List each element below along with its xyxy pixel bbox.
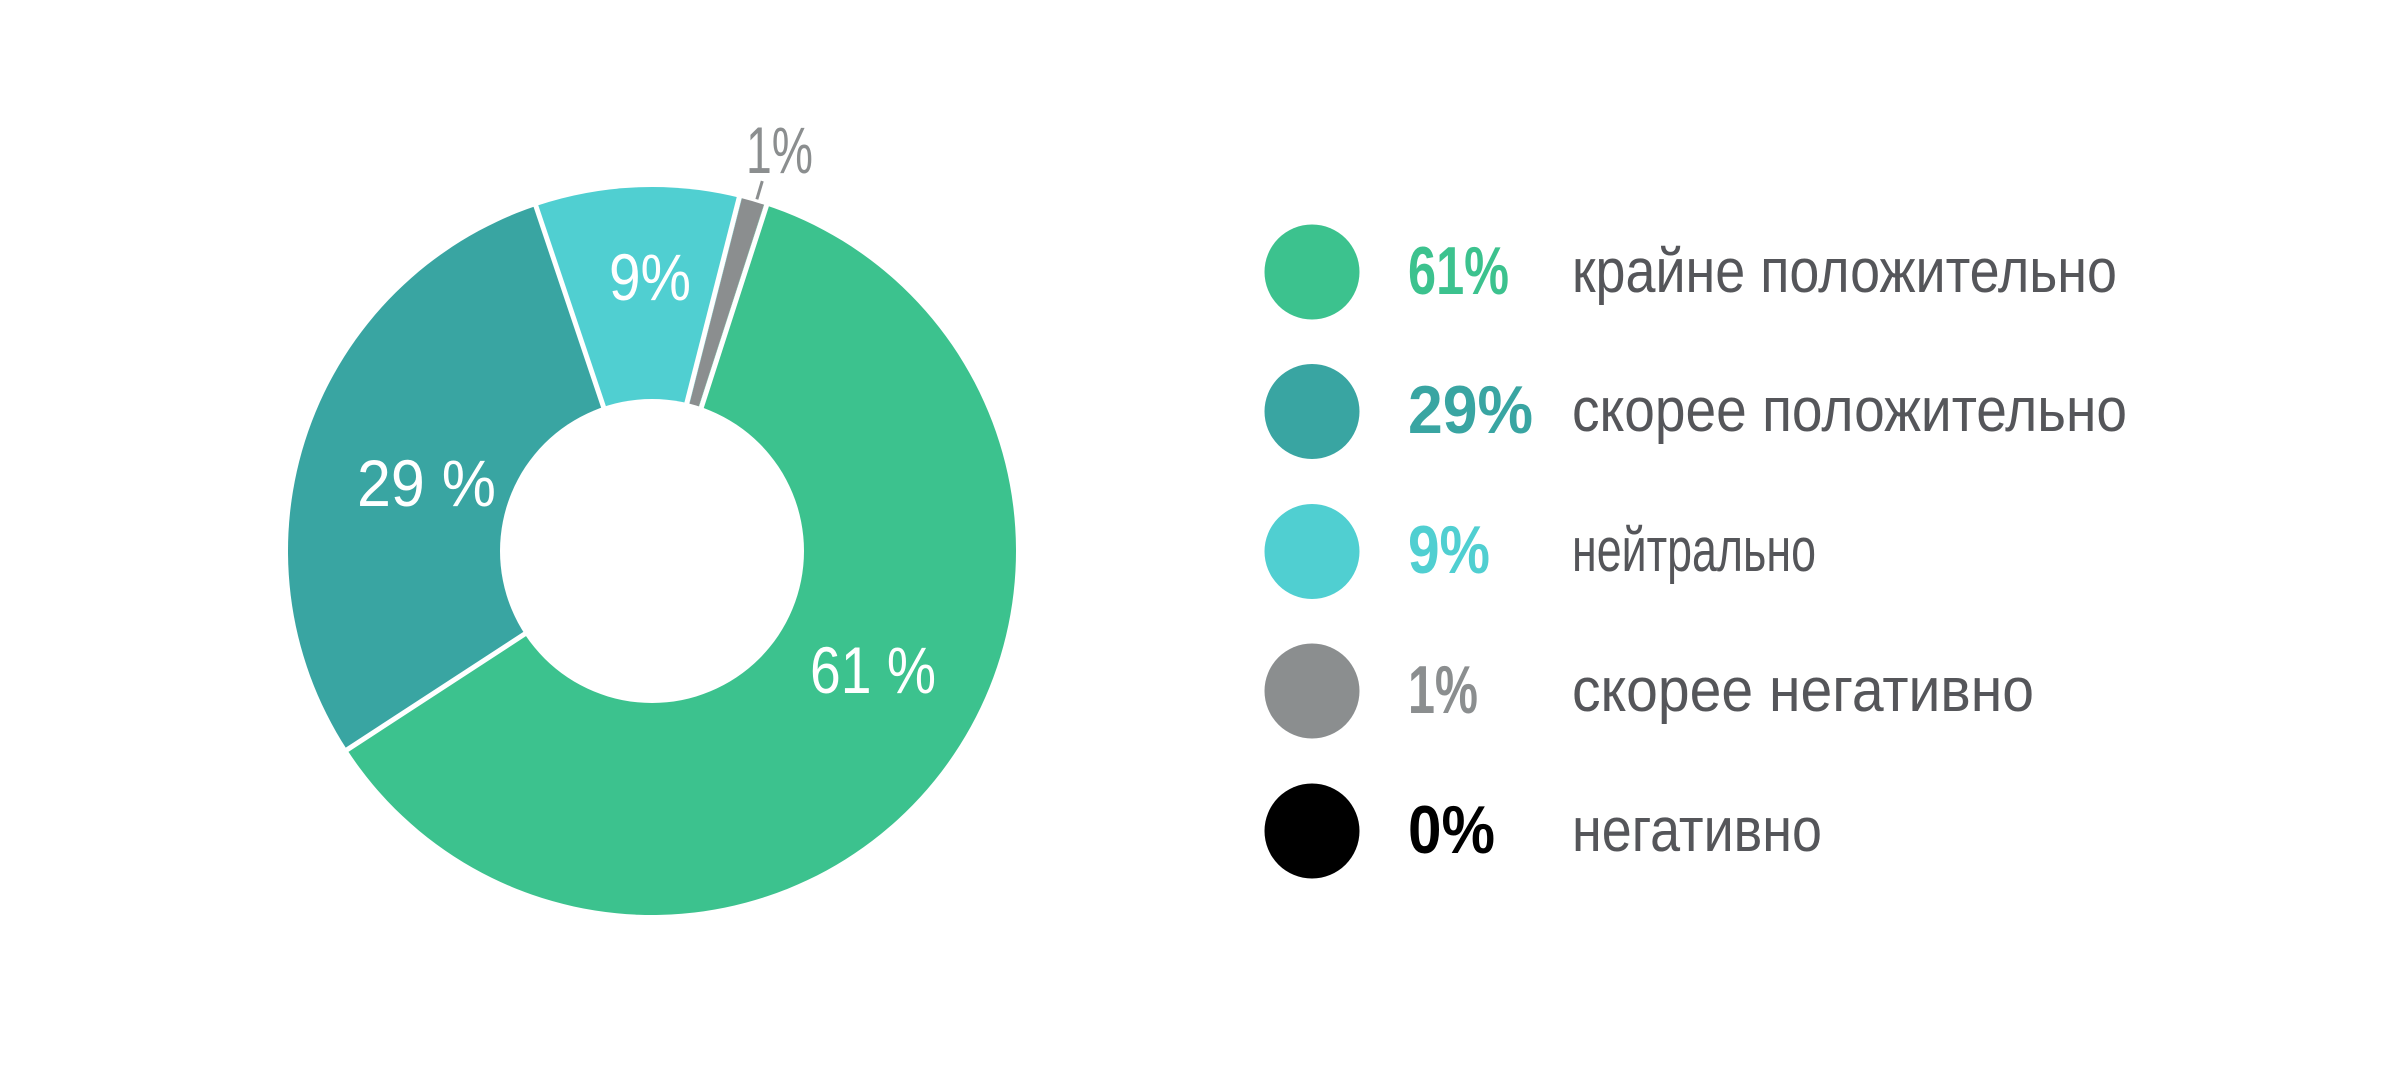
svg-text:скорее негативно: скорее негативно	[1572, 656, 2034, 725]
svg-text:29 %: 29 %	[357, 446, 496, 520]
svg-text:0%: 0%	[1408, 792, 1495, 868]
svg-text:9%: 9%	[609, 240, 691, 314]
svg-text:нейтрально: нейтрально	[1572, 516, 1816, 585]
svg-text:61%: 61%	[1408, 233, 1509, 309]
svg-text:крайне положительно: крайне положительно	[1572, 237, 2117, 306]
svg-text:61 %: 61 %	[810, 633, 936, 707]
svg-text:29%: 29%	[1408, 372, 1533, 448]
svg-text:скорее положительно: скорее положительно	[1572, 376, 2127, 445]
svg-text:1%: 1%	[1408, 652, 1478, 728]
svg-text:9%: 9%	[1408, 512, 1490, 588]
svg-text:негативно: негативно	[1572, 796, 1822, 865]
svg-text:1%: 1%	[746, 113, 813, 187]
